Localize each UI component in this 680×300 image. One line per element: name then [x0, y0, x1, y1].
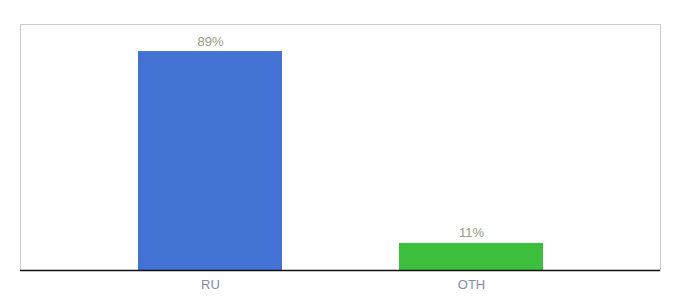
- svg-text:89%: 89%: [197, 34, 223, 49]
- svg-text:RU: RU: [201, 277, 220, 292]
- svg-text:11%: 11%: [459, 225, 484, 240]
- svg-text:OTH: OTH: [458, 277, 485, 292]
